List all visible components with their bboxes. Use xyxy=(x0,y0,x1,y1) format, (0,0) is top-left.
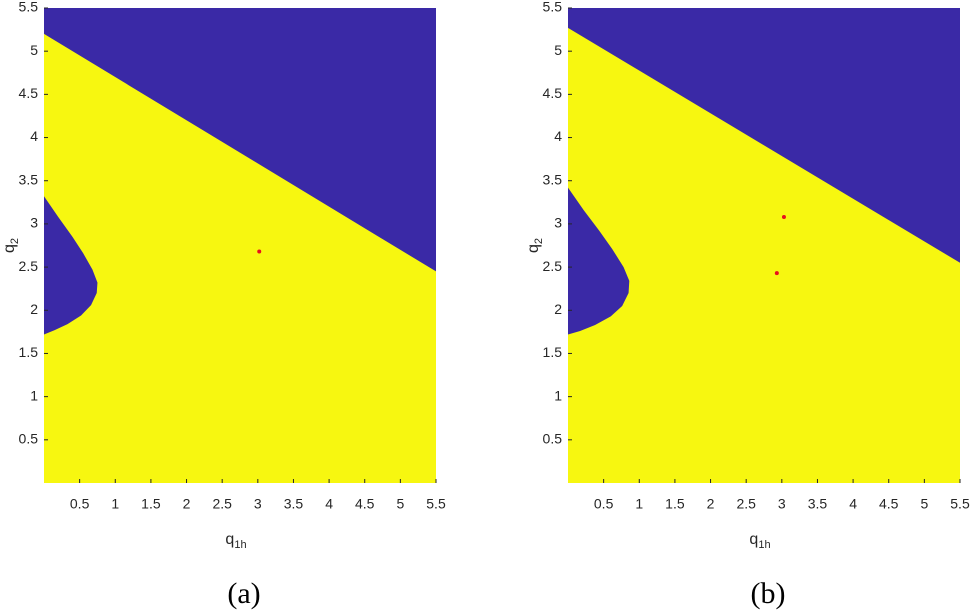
y-tick-label: 2 xyxy=(30,301,38,317)
y-tick-label: 5.5 xyxy=(19,0,39,15)
x-tick-label: 5 xyxy=(396,496,404,512)
region xyxy=(44,196,98,335)
region xyxy=(568,8,960,263)
x-tick-label: 3.5 xyxy=(808,496,828,512)
x-axis-label: q1h xyxy=(225,531,246,551)
y-tick-label: 1.5 xyxy=(19,344,39,360)
x-tick-label: 1 xyxy=(111,496,119,512)
y-tick-label: 4.5 xyxy=(543,85,563,101)
label-subscript: 2 xyxy=(9,238,21,244)
point xyxy=(774,271,779,276)
x-tick-label: 1.5 xyxy=(141,496,161,512)
y-axis-label: q2 xyxy=(525,238,545,253)
label-subscript: 1h xyxy=(234,539,246,551)
y-tick-label: 2 xyxy=(554,301,562,317)
y-tick-label: 4.5 xyxy=(19,85,39,101)
x-tick-label: 4.5 xyxy=(879,496,899,512)
y-tick-label: 0.5 xyxy=(19,431,39,447)
label-subscript: 1h xyxy=(758,539,770,551)
label-base: q xyxy=(525,244,542,253)
region xyxy=(568,187,630,335)
x-tick-label: 3.5 xyxy=(284,496,304,512)
y-axis-label: q2 xyxy=(1,238,21,253)
y-tick-label: 0.5 xyxy=(543,431,563,447)
x-tick-label: 2 xyxy=(183,496,191,512)
y-tick-label: 3.5 xyxy=(543,171,563,187)
x-tick-label: 4 xyxy=(325,496,333,512)
x-tick-label: 4.5 xyxy=(355,496,375,512)
point xyxy=(257,249,262,254)
x-tick-label: 1.5 xyxy=(665,496,685,512)
y-tick-label: 3.5 xyxy=(19,171,39,187)
point xyxy=(781,215,786,219)
y-tick-label: 1 xyxy=(554,387,562,403)
x-tick-label: 5 xyxy=(920,496,928,512)
x-tick-label: 2.5 xyxy=(736,496,756,512)
caption: (b) xyxy=(751,577,786,610)
y-tick-label: 4 xyxy=(554,128,562,144)
y-tick-label: 5 xyxy=(30,42,38,58)
region xyxy=(44,8,436,272)
y-tick-label: 1.5 xyxy=(543,344,563,360)
x-tick-label: 0.5 xyxy=(594,496,614,512)
label-base: q xyxy=(1,244,18,253)
y-tick-label: 2.5 xyxy=(543,258,563,274)
y-tick-label: 4 xyxy=(30,128,38,144)
caption: (a) xyxy=(227,577,260,610)
x-tick-label: 5.5 xyxy=(426,496,446,512)
x-tick-label: 5.5 xyxy=(950,496,970,512)
y-tick-label: 1 xyxy=(30,387,38,403)
x-tick-label: 2 xyxy=(707,496,715,512)
label-subscript: 2 xyxy=(533,238,545,244)
y-tick-label: 3 xyxy=(30,215,38,231)
y-tick-label: 5.5 xyxy=(543,0,563,15)
x-tick-label: 1 xyxy=(635,496,643,512)
x-tick-label: 4 xyxy=(849,496,857,512)
label-base: q xyxy=(749,531,758,548)
x-tick-label: 3 xyxy=(254,496,262,512)
label-base: q xyxy=(225,531,234,548)
x-axis-label: q1h xyxy=(749,531,770,551)
y-tick-label: 5 xyxy=(554,42,562,58)
x-tick-label: 2.5 xyxy=(212,496,232,512)
y-tick-label: 3 xyxy=(554,215,562,231)
x-tick-label: 3 xyxy=(778,496,786,512)
x-tick-label: 0.5 xyxy=(70,496,90,512)
y-tick-label: 2.5 xyxy=(19,258,39,274)
